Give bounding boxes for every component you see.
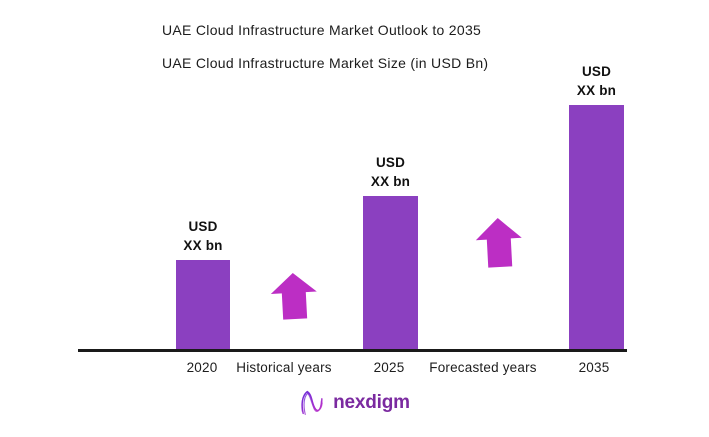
bar-value-label: USD XX bn bbox=[183, 217, 222, 255]
chart-subtitle: UAE Cloud Infrastructure Market Size (in… bbox=[162, 55, 489, 71]
annotation-historical-years: Historical years bbox=[236, 360, 332, 375]
value-line-amount: XX bn bbox=[183, 238, 223, 253]
value-line-amount: XX bn bbox=[370, 174, 411, 189]
value-line-usd: USD bbox=[188, 219, 218, 234]
chart-title: UAE Cloud Infrastructure Market Outlook … bbox=[162, 22, 482, 38]
value-line-amount: XX bn bbox=[576, 83, 617, 98]
growth-up-arrow-icon bbox=[270, 273, 317, 320]
bar-value-label: USD XX bn bbox=[371, 153, 410, 191]
value-line-usd: USD bbox=[581, 64, 612, 79]
growth-up-arrow-icon bbox=[475, 218, 522, 268]
x-tick-2035: 2035 bbox=[578, 360, 610, 375]
bar-group-2020: USD XX bn bbox=[176, 217, 230, 352]
bar-2035 bbox=[569, 105, 624, 352]
x-tick-2020: 2020 bbox=[186, 360, 218, 375]
bar-group-2035: USD XX bn bbox=[569, 62, 624, 352]
x-tick-2025: 2025 bbox=[373, 360, 405, 375]
annotation-forecasted-years: Forecasted years bbox=[429, 360, 537, 375]
bar-2025 bbox=[363, 196, 418, 352]
wave-n-icon bbox=[301, 390, 323, 415]
bar-group-2025: USD XX bn bbox=[363, 153, 418, 352]
bar-value-label: USD XX bn bbox=[577, 62, 616, 100]
nexdigm-logo-text: nexdigm bbox=[333, 392, 410, 413]
value-line-usd: USD bbox=[375, 155, 406, 170]
bar-2020 bbox=[176, 260, 230, 352]
nexdigm-logo: nexdigm bbox=[0, 388, 709, 418]
x-axis-line bbox=[78, 349, 627, 352]
